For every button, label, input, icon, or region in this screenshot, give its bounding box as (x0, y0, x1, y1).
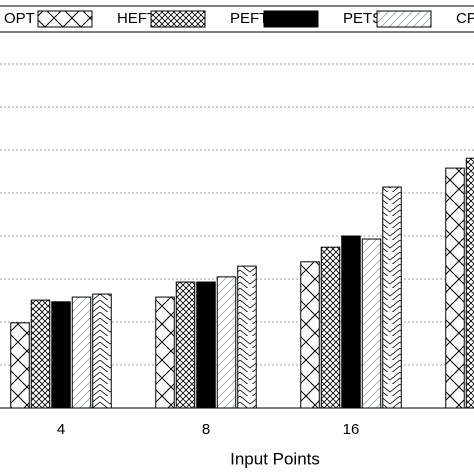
bar (341, 235, 361, 409)
legend-label: CPO (456, 10, 474, 27)
legend-swatch (263, 10, 319, 28)
bar (382, 186, 402, 409)
legend-swatch (376, 10, 432, 28)
x-tick-label: 16 (343, 421, 360, 438)
bar (175, 281, 196, 409)
bar (237, 265, 257, 409)
legend-label: HEFT (117, 10, 156, 27)
bar (320, 246, 341, 409)
bar (30, 299, 51, 409)
legend-label: PETS (343, 10, 382, 27)
bar (92, 293, 112, 409)
x-tick-label: 4 (57, 421, 65, 438)
bar (361, 238, 382, 409)
x-axis-label: Input Points (230, 449, 320, 468)
bar (155, 296, 175, 409)
bar (445, 167, 465, 409)
bar (10, 322, 30, 409)
legend-swatch (150, 10, 206, 28)
bar (196, 281, 216, 409)
legend-label: OPT (4, 10, 35, 27)
bar (300, 261, 320, 409)
bar (216, 276, 237, 409)
legend-swatch (37, 10, 93, 28)
x-tick-label: 8 (202, 421, 210, 438)
bar (51, 301, 71, 409)
legend-label: PEFT (230, 10, 268, 27)
bar (71, 296, 92, 409)
bar (465, 157, 474, 409)
